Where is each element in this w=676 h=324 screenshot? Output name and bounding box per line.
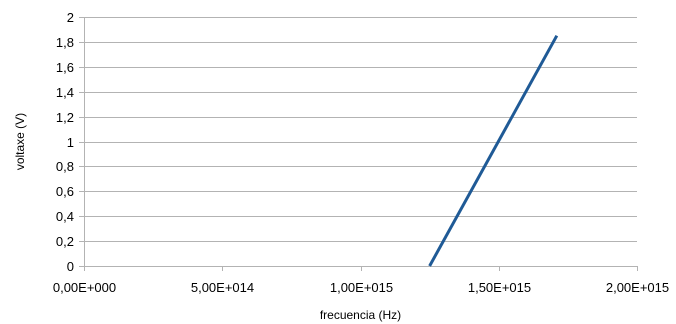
y-tick-label: 0,8 — [56, 159, 74, 174]
y-tick-label: 0,6 — [56, 184, 74, 199]
y-tick-label: 1,8 — [56, 35, 74, 50]
y-tick-label: 1,2 — [56, 110, 74, 125]
y-tick-label: 1,4 — [56, 85, 74, 100]
axis-layer — [79, 17, 638, 271]
grid-layer — [84, 17, 637, 242]
label-layer: 0 0,2 0,4 0,6 0,8 1 1,2 1,4 1,6 1,8 2 0,00E+000 5,00… — [53, 10, 669, 295]
x-tick-label: 2,00E+015 — [606, 280, 669, 295]
series-layer — [428, 34, 559, 267]
x-axis-title: frecuencia (Hz) — [320, 308, 401, 322]
x-tick-label: 1,00E+015 — [330, 280, 393, 295]
x-tick-label: 0,00E+000 — [53, 280, 116, 295]
x-tick-label: 1,50E+015 — [468, 280, 531, 295]
y-axis-title: voltaxe (V) — [13, 113, 27, 170]
y-tick-label: 0,2 — [56, 234, 74, 249]
y-tick-label: 0 — [67, 259, 74, 274]
series-line — [428, 34, 559, 267]
y-tick-label: 1,6 — [56, 60, 74, 75]
y-tick-label: 2 — [67, 10, 74, 25]
y-tick-label: 1 — [67, 135, 74, 150]
y-tick-label: 0,4 — [56, 209, 74, 224]
x-tick-label: 5,00E+014 — [191, 280, 254, 295]
